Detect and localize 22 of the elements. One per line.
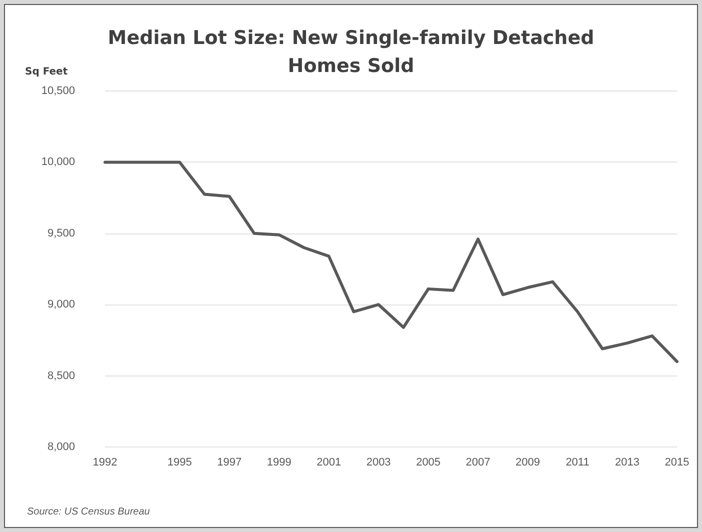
x-tick-label: 2007 bbox=[466, 456, 490, 468]
y-tick-label: 9,000 bbox=[47, 298, 75, 311]
y-tick-label: 8,000 bbox=[47, 441, 75, 453]
y-tick-label: 8,500 bbox=[47, 370, 75, 382]
source-note: Source: US Census Bureau bbox=[27, 506, 150, 518]
line-series bbox=[104, 160, 678, 364]
x-tick-label: 2015 bbox=[664, 456, 690, 468]
x-tick-label: 1995 bbox=[167, 456, 192, 468]
x-tick-label: 2011 bbox=[566, 456, 590, 468]
x-tick-label: 1999 bbox=[266, 456, 292, 468]
x-tick-label: 2001 bbox=[316, 456, 342, 468]
y-tick-label: 10,500 bbox=[41, 85, 75, 97]
x-tick-label: 2009 bbox=[516, 456, 540, 468]
y-tick-label: 9,500 bbox=[47, 227, 75, 240]
x-tick-label: 2013 bbox=[615, 456, 640, 468]
y-tick-label: 10,000 bbox=[41, 156, 75, 168]
x-tick-label: 1992 bbox=[92, 456, 118, 468]
x-tick-label: 2003 bbox=[366, 456, 391, 468]
x-tick-label: 1997 bbox=[217, 456, 242, 468]
x-tick-label: 2005 bbox=[416, 456, 441, 468]
y-axis-title: Sq Feet bbox=[25, 66, 68, 78]
chart-title: Median Lot Size: New Single-family Detached Homes Sold bbox=[108, 27, 594, 77]
